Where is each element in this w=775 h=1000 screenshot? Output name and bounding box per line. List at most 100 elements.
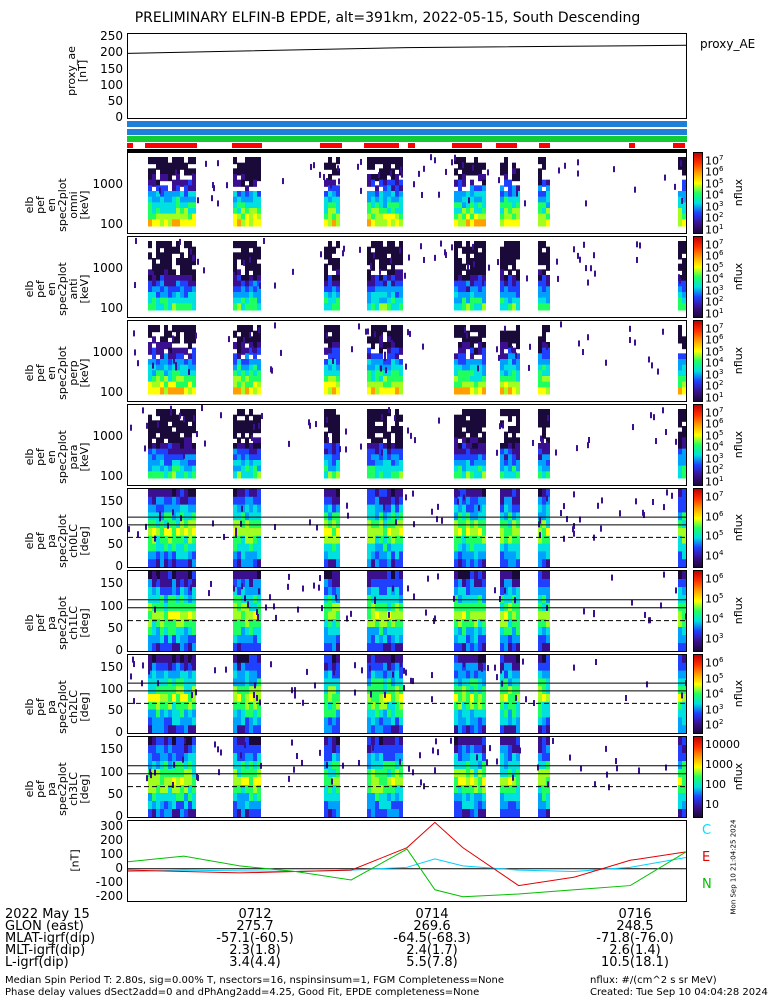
panel-ylabel: elb pef en spec2plot anti [keV] [23,262,91,316]
colorbar-label: nflux [732,178,746,207]
colorbar-tick: 103 [705,199,724,214]
mag-tick: -100 [95,874,123,889]
footer-col2: 2.4(1.7) [406,943,458,958]
footer-col1: 2.3(1.8) [229,943,281,958]
note-1: Median Spin Period T: 2.80s, sig=0.00% T… [5,975,505,986]
mag-line-C [128,856,686,873]
mag-ylabel: [nT] [68,849,82,872]
colorbar-tick: 102 [705,463,724,477]
footer-col3: 2.6(1.4) [609,943,661,958]
energy-spectrogram-2 [127,320,687,402]
footer-col2: -64.5(-68.3) [393,931,471,946]
mag-tick: 300 [100,818,123,833]
red-segment [408,143,415,148]
colorbar-tick: 103 [705,283,724,298]
red-segment [673,143,685,148]
ae-ylabel-text: proxy_ae [nT] [65,46,89,96]
tick-label: 100 [100,301,123,315]
tick-label: 100 [100,515,123,530]
colorbar-tick: 103 [705,632,724,646]
tick-label: 1000 [92,429,123,443]
tick-label: 0 [115,809,123,823]
colorbar [693,570,703,652]
mag-side-note: Mon Sep 10 21:04:25 2024 [729,819,738,915]
colorbar-tick: 10 [705,798,719,811]
tick-label: 50 [107,620,123,635]
footer-col3: 0716 [618,907,652,922]
panel-ylabel: elb pef pa spec2plot ch3LC [deg] [23,762,91,816]
colorbar-tick: 101 [705,390,724,405]
colorbar-tick: 103 [705,367,724,382]
colorbar-tick: 106 [705,165,724,180]
colorbar-tick: 103 [705,702,724,717]
colorbar-tick: 105 [705,428,724,443]
created-note: Created: Tue Sep 10 04:04:28 2024 [590,987,768,998]
panel-ylabel: elb pef en spec2plot para [keV] [23,430,91,484]
footer-label: MLT-igrf(dip) [5,943,86,958]
colorbar [693,152,703,234]
legend-c: C [702,823,712,838]
panel-ylabel: elb pef en spec2plot omni [keV] [23,178,91,232]
tick-label: 1000 [92,345,123,359]
red-segment [364,143,399,148]
tick-label: 0 [115,643,123,657]
legend-n: N [702,877,712,892]
colorbar-tick: 103 [705,451,724,466]
colorbar-tick: 107 [705,154,724,168]
colorbar-tick: 102 [705,718,724,733]
colorbar-tick: 104 [705,440,724,454]
colorbar-tick: 106 [705,572,724,586]
colorbar-tick: 102 [705,379,724,393]
ae-tick: 200 [100,45,123,60]
colorbar-tick: 101 [705,474,724,489]
footer-label: MLAT-igrf(dip) [5,931,96,946]
colorbar-tick: 104 [705,612,724,626]
energy-spectrogram-0 [127,152,687,234]
colorbar-tick: 101 [705,306,724,321]
footer-col1: 0712 [238,907,272,922]
colorbar-label: nflux [732,513,746,542]
colorbar-label: nflux [732,596,746,625]
red-segment [496,143,517,148]
tick-label: 150 [100,742,123,757]
mag-tick: 0 [115,860,123,875]
colorbar-tick: 107 [705,490,724,504]
tick-label: 100 [100,681,123,696]
colorbar-tick: 106 [705,509,724,524]
tick-label: 100 [100,217,123,231]
status-bars [127,121,687,153]
footer-col2: 269.6 [413,919,451,934]
energy-spectrogram-3 [127,404,687,486]
ae-plot [128,44,686,54]
colorbar-tick: 106 [705,333,724,348]
mag-tick: 200 [100,832,123,847]
footer-label: GLON (east) [5,919,84,934]
tick-label: 50 [107,537,123,552]
tick-label: 0 [115,559,123,573]
ae-tick: 50 [107,93,123,108]
red-segment [629,143,635,148]
footer-col3: 10.5(18.1) [600,955,670,970]
plot-title: PRELIMINARY ELFIN-B EPDE, alt=391km, 202… [134,10,641,26]
colorbar-label: nflux [732,262,746,291]
legend-e: E [702,850,711,865]
colorbar-label: nflux [732,346,746,375]
colorbar-label: nflux [732,762,746,791]
red-segment [127,143,133,148]
ae-tick: 0 [115,110,123,124]
colorbar-tick: 105 [705,344,724,359]
pitch-angle-spectrogram-0 [127,488,687,568]
units-note: nflux: #/(cm^2 s sr MeV) [590,975,717,986]
red-segment [232,143,262,148]
footer-label: L-igrf(dip) [5,955,69,970]
footer-col3: -71.8(-76.0) [596,931,674,946]
colorbar [693,236,703,318]
pitch-angle-spectrogram-2 [127,654,687,734]
tick-label: 1000 [92,261,123,275]
footer-col1: 275.7 [236,919,274,934]
colorbar-label: nflux [732,679,746,708]
mag-line-E [128,821,686,887]
colorbar-tick: 105 [705,592,724,606]
colorbar-label: nflux [732,430,746,459]
mag-field-panel [127,820,687,902]
